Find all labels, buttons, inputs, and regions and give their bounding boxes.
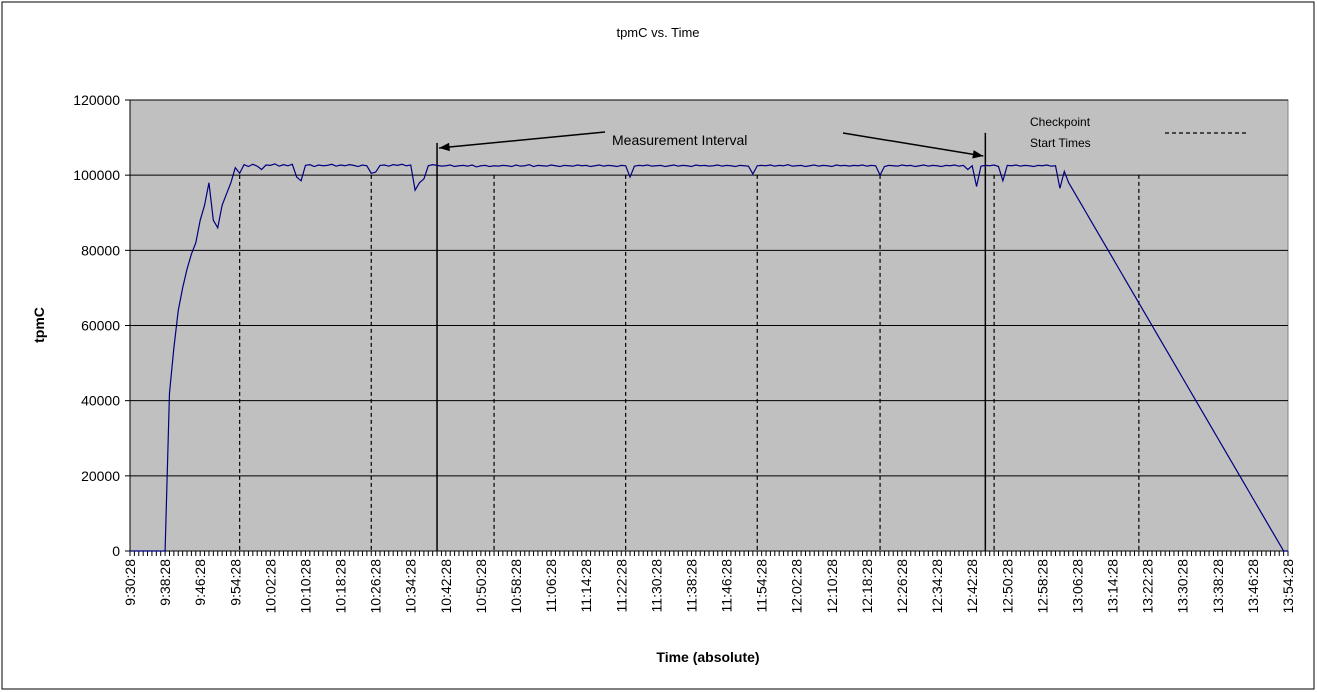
- x-tick-label: 11:54:28: [754, 559, 770, 613]
- x-tick-label: 10:02:28: [262, 559, 278, 614]
- annotation-arrow: [842, 132, 984, 159]
- x-tick-label: 9:38:28: [157, 559, 173, 606]
- y-tick-label: 120000: [73, 92, 120, 108]
- series-line: [130, 163, 1288, 552]
- x-tick-label: 11:22:28: [613, 559, 629, 613]
- x-tick-label: 10:18:28: [333, 559, 349, 614]
- x-tick-label: 10:58:28: [508, 559, 524, 614]
- y-tick-label: 40000: [81, 393, 120, 409]
- x-tick-label: 11:30:28: [648, 559, 664, 613]
- x-tick-label: 11:38:28: [683, 559, 699, 613]
- x-tick-label: 9:54:28: [227, 559, 243, 606]
- x-tick-label: 13:06:28: [1069, 559, 1085, 614]
- x-axis-title: Time (absolute): [656, 649, 759, 665]
- x-tick-label: 13:30:28: [1175, 559, 1191, 614]
- x-tick-label: 12:10:28: [824, 559, 840, 614]
- x-tick-label: 11:46:28: [719, 559, 735, 613]
- x-tick-label: 12:58:28: [1034, 559, 1050, 614]
- legend-label: Start Times: [1030, 136, 1091, 150]
- x-tick-label: 12:50:28: [999, 559, 1015, 614]
- y-tick-label: 80000: [81, 242, 120, 258]
- x-tick-label: 12:02:28: [789, 559, 805, 614]
- x-tick-label: 10:42:28: [438, 559, 454, 614]
- y-tick-label: 20000: [81, 468, 120, 484]
- x-tick-label: 13:22:28: [1140, 559, 1156, 614]
- annotation: Measurement Interval: [612, 132, 747, 148]
- x-tick-label: 12:18:28: [859, 559, 875, 614]
- x-tick-label: 9:46:28: [192, 559, 208, 606]
- x-tick-label: 12:42:28: [964, 559, 980, 614]
- y-tick-label: 60000: [81, 318, 120, 334]
- y-axis-title: tpmC: [31, 307, 47, 343]
- chart-title: tpmC vs. Time: [616, 25, 699, 40]
- y-tick-label: 100000: [73, 167, 120, 183]
- x-tick-label: 9:30:28: [122, 559, 138, 606]
- x-tick-label: 10:10:28: [297, 559, 313, 614]
- x-tick-label: 13:14:28: [1105, 559, 1121, 614]
- x-tick-label: 13:46:28: [1245, 559, 1261, 614]
- legend-label: Checkpoint: [1030, 115, 1091, 129]
- x-tick-label: 10:26:28: [368, 559, 384, 614]
- x-tick-label: 10:34:28: [403, 559, 419, 614]
- x-tick-label: 12:34:28: [929, 559, 945, 614]
- x-tick-label: 10:50:28: [473, 559, 489, 614]
- x-tick-label: 13:38:28: [1210, 559, 1226, 614]
- y-tick-label: 0: [112, 543, 120, 559]
- x-tick-label: 11:06:28: [543, 559, 559, 613]
- annotation-arrow: [438, 131, 606, 152]
- x-tick-label: 12:26:28: [894, 559, 910, 614]
- x-tick-label: 11:14:28: [578, 559, 594, 613]
- x-tick-label: 13:54:28: [1280, 559, 1296, 614]
